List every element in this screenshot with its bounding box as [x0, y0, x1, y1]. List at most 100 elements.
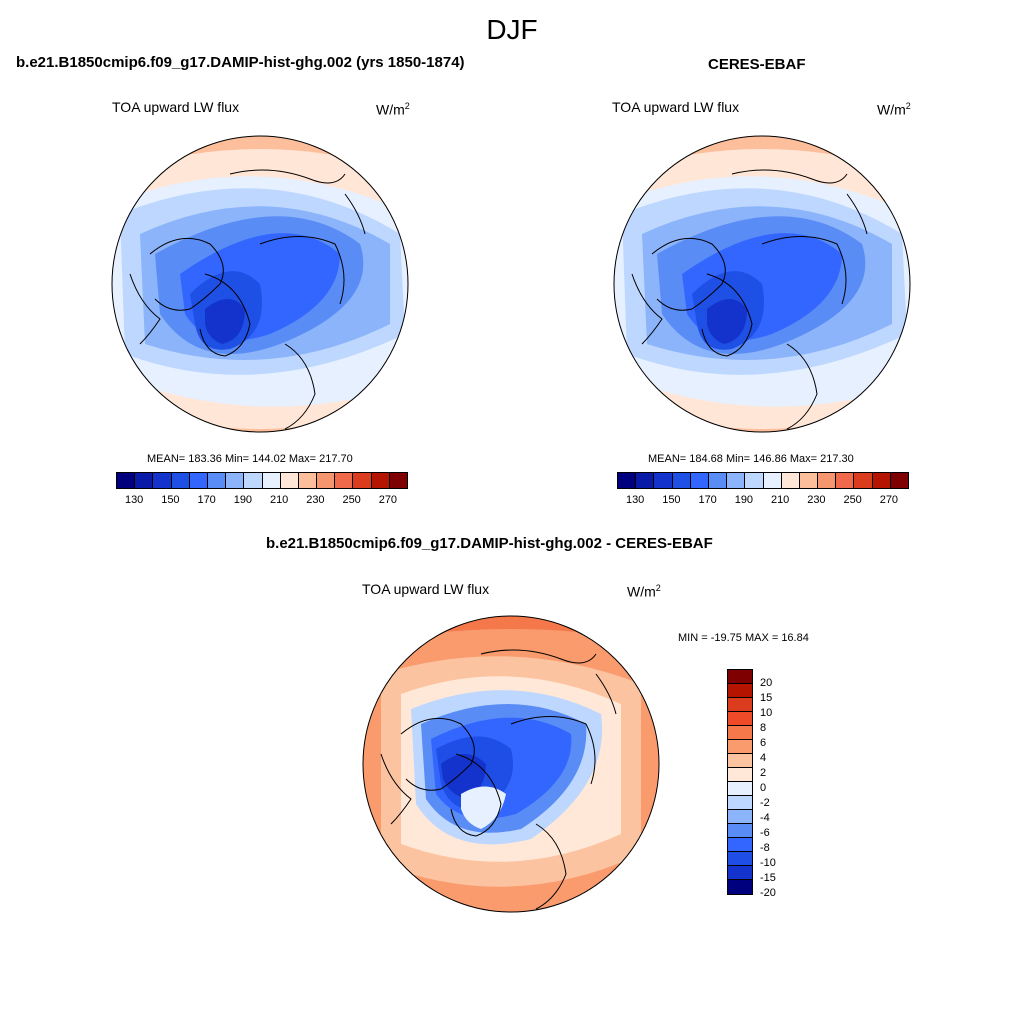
colorbar-swatch: [728, 768, 752, 782]
panel3-stats: MIN = -19.75 MAX = 16.84: [678, 632, 809, 644]
colorbar-tick-label: 150: [662, 494, 681, 506]
colorbar-tick-label: -2: [760, 797, 770, 809]
map-boundary: [613, 135, 911, 433]
colorbar-tick-label: 20: [760, 677, 773, 689]
panel1-variable: TOA upward LW flux: [112, 99, 240, 115]
panel3-polar-map: [362, 615, 660, 913]
colorbar-swatch: [636, 473, 655, 488]
colorbar-tick-label: -15: [760, 872, 776, 884]
colorbar-swatch: [262, 473, 281, 488]
colorbar-tick-label: 270: [378, 494, 398, 506]
colorbar-tick-label: 0: [760, 782, 767, 794]
coastline: [380, 753, 412, 825]
panel2-stats: MEAN= 184.68 Min= 146.86 Max= 217.30: [648, 453, 854, 465]
coastline: [731, 169, 848, 184]
panel1-stats: MEAN= 183.36 Min= 144.02 Max= 217.70: [147, 453, 353, 465]
coastline: [450, 753, 502, 837]
colorbar-swatch: [371, 473, 390, 488]
coastline: [400, 717, 475, 791]
colorbar-tick-label: 210: [770, 494, 790, 506]
colorbar-swatch: [728, 698, 752, 712]
colorbar-swatch: [672, 473, 691, 488]
coastline: [701, 273, 753, 357]
panel1-units: W/m2: [376, 101, 410, 118]
colorbar-tick-label: 170: [698, 494, 717, 506]
colorbar-tick-label: 190: [734, 494, 754, 506]
colorbar-swatch: [799, 473, 819, 488]
panel2-colorbar: [617, 472, 909, 489]
colorbar-tick-label: 190: [233, 494, 253, 506]
colorbar-tick-label: 4: [760, 752, 767, 764]
coastline: [199, 273, 251, 357]
panel3-variable: TOA upward LW flux: [362, 581, 490, 597]
colorbar-tick-label: 8: [760, 722, 767, 734]
coastline: [129, 273, 161, 345]
colorbar-tick-label: 250: [342, 494, 361, 506]
colorbar-swatch: [117, 473, 136, 488]
colorbar-swatch: [745, 473, 764, 488]
panel3-title: b.e21.B1850cmip6.f09_g17.DAMIP-hist-ghg.…: [266, 535, 713, 552]
colorbar-tick-label: -10: [760, 857, 776, 869]
colorbar-tick-label: -6: [760, 827, 770, 839]
colorbar-swatch: [244, 473, 263, 488]
panel2-title: CERES-EBAF: [708, 56, 806, 73]
colorbar-tick-label: 230: [306, 494, 325, 506]
coastline: [631, 273, 663, 345]
colorbar-swatch: [836, 473, 855, 488]
coastline: [595, 673, 617, 715]
colorbar-swatch: [335, 473, 354, 488]
map-field: [614, 136, 910, 432]
colorbar-tick-label: -20: [760, 887, 776, 899]
colorbar-tick-label: 6: [760, 737, 767, 749]
colorbar-swatch: [872, 473, 891, 488]
colorbar-swatch: [690, 473, 709, 488]
colorbar-swatch: [728, 782, 752, 796]
colorbar-swatch: [654, 473, 673, 488]
coastline: [510, 716, 596, 785]
colorbar-swatch: [618, 473, 637, 488]
panel1-title: b.e21.B1850cmip6.f09_g17.DAMIP-hist-ghg.…: [16, 54, 465, 71]
colorbar-swatch: [153, 473, 172, 488]
coastline: [480, 649, 597, 664]
colorbar-tick-label: 210: [269, 494, 289, 506]
coastline: [344, 193, 366, 235]
colorbar-tick-label: 15: [760, 692, 773, 704]
colorbar-swatch: [728, 684, 752, 698]
colorbar-swatch: [226, 473, 245, 488]
map-boundary: [111, 135, 409, 433]
colorbar-swatch: [298, 473, 318, 488]
colorbar-swatch: [728, 740, 752, 754]
colorbar-swatch: [781, 473, 800, 488]
colorbar-tick-label: -8: [760, 842, 770, 854]
colorbar-swatch: [728, 824, 752, 838]
colorbar-swatch: [189, 473, 208, 488]
colorbar-swatch: [280, 473, 299, 488]
panel3-colorbar: [727, 669, 753, 895]
colorbar-swatch: [135, 473, 154, 488]
colorbar-tick-label: 130: [124, 494, 144, 506]
map-field: [363, 616, 659, 912]
colorbar-swatch: [728, 852, 752, 866]
colorbar-swatch: [728, 712, 752, 726]
panel2-units: W/m2: [877, 101, 911, 118]
map-contour-fill: [205, 299, 245, 344]
panel1-colorbar: [116, 472, 408, 489]
colorbar-swatch: [708, 473, 728, 488]
coastline: [259, 236, 345, 305]
colorbar-tick-label: 10: [760, 707, 773, 719]
coastline: [846, 193, 868, 235]
colorbar-tick-label: 150: [161, 494, 180, 506]
map-field: [112, 136, 408, 432]
panel3-units: W/m2: [627, 583, 661, 600]
colorbar-swatch: [171, 473, 190, 488]
colorbar-swatch: [728, 796, 752, 810]
colorbar-swatch: [728, 838, 752, 852]
map-contour-fill: [707, 299, 747, 344]
colorbar-swatch: [353, 473, 372, 488]
colorbar-tick-label: 270: [879, 494, 899, 506]
colorbar-swatch: [728, 880, 752, 894]
coastline: [229, 169, 346, 184]
colorbar-tick-label: 250: [843, 494, 862, 506]
colorbar-swatch: [389, 473, 407, 488]
map-contour-fill: [441, 754, 486, 799]
